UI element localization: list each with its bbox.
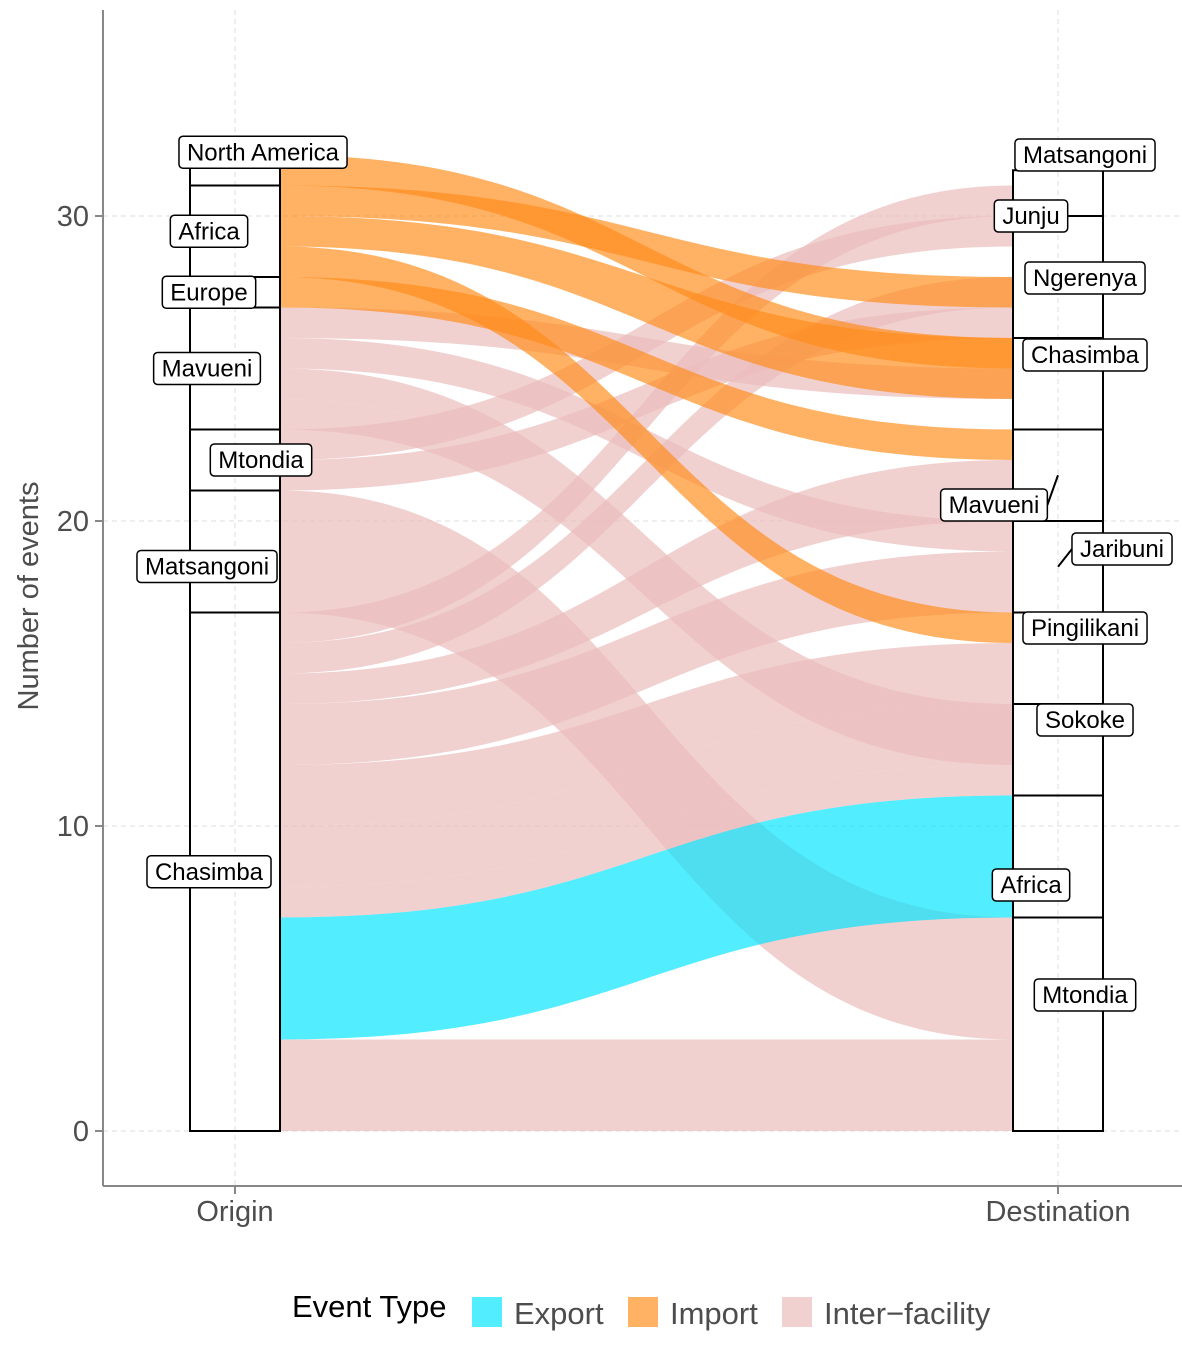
flow-inter-facility	[280, 368, 1013, 735]
flow-import	[280, 277, 1013, 460]
destination-stratum-label-box	[1022, 611, 1148, 645]
legend-label-export: Export	[514, 1296, 604, 1331]
flow-inter-facility	[280, 765, 1013, 918]
destination-stratum-label-box	[1033, 978, 1137, 1012]
destination-stratum-label: Pingilikani	[1022, 611, 1148, 645]
flow-inter-facility	[280, 551, 1013, 765]
destination-stratum-label-box	[1024, 261, 1146, 295]
origin-stratum-label: North America	[178, 135, 348, 169]
flow-inter-facility	[280, 277, 1013, 674]
origin-stratum-label: Africa	[169, 214, 249, 248]
destination-stratum-label: Jaribuni	[1057, 532, 1173, 568]
destination-stratum-label-text: Sokoke	[1045, 707, 1125, 734]
legend-label-import: Import	[670, 1296, 758, 1331]
grid-layer	[103, 10, 1182, 1186]
origin-stratum-label-text: Matsangoni	[145, 554, 269, 581]
origin-stratum-label-text: Africa	[178, 218, 240, 245]
axis-layer: Number of events 0 10 20 30 Origin Destinatio…	[13, 10, 1182, 1228]
flow-import	[280, 246, 1013, 643]
origin-stratum-label-box	[161, 275, 257, 309]
destination-label-leader	[1057, 548, 1073, 568]
destination-stratum-label-box	[1071, 532, 1173, 566]
destination-stratum-label-text: Junju	[1002, 203, 1059, 230]
destination-stratum-label: Africa	[991, 868, 1071, 902]
y-tick-label: 30	[57, 201, 89, 233]
destination-stratum-label: Sokoke	[1036, 703, 1134, 737]
destination-stratum-label-text: Ngerenya	[1033, 265, 1138, 292]
flow-inter-facility	[280, 399, 1013, 765]
origin-stratum-label: Europe	[161, 275, 257, 309]
destination-stratum-label: Mavueni	[939, 474, 1059, 522]
label-layer: Chasimba Matsangoni Mtondia Mavueni Europe Af…	[136, 135, 1173, 1012]
origin-stratum-label: Chasimba	[146, 855, 272, 889]
origin-stratum-label: Mtondia	[209, 443, 313, 477]
destination-stratum-label: Chasimba	[1022, 338, 1148, 372]
destination-stratum-label: Mtondia	[1033, 978, 1137, 1012]
destination-stratum-label-text: Mtondia	[1042, 982, 1128, 1009]
origin-stratum-label-box	[169, 214, 249, 248]
y-axis-title: Number of events	[13, 482, 45, 711]
destination-stratum-label-text: Mavueni	[949, 492, 1040, 519]
flow-import	[280, 216, 1013, 399]
destination-stratum-label-text: Pingilikani	[1031, 615, 1139, 642]
origin-stratum-label-box	[136, 549, 278, 584]
origin-stratum-label-box	[178, 135, 348, 169]
legend-label-inter-facility: Inter−facility	[824, 1296, 991, 1331]
destination-stratum-label-box	[1036, 703, 1134, 737]
origin-stratum-label: Mavueni	[152, 351, 262, 386]
x-tick-label: Destination	[985, 1196, 1130, 1228]
destination-stratum-label-box	[1014, 138, 1156, 172]
flow-export	[280, 795, 1013, 1040]
destination-stratum-label-text: Matsangoni	[1023, 142, 1147, 169]
legend: Event Type Export Import Inter−facility	[292, 1289, 991, 1331]
origin-stratum-label-text: Mtondia	[218, 447, 304, 474]
y-tick-label: 0	[73, 1116, 89, 1148]
destination-stratum-label-box	[1022, 338, 1148, 372]
origin-stratum-label: Matsangoni	[136, 549, 278, 584]
destination-label-leader	[1046, 474, 1059, 506]
x-tick-label: Origin	[196, 1196, 273, 1228]
legend-swatch-inter-facility	[782, 1297, 812, 1327]
flow-layer	[280, 155, 1013, 1131]
legend-swatch-export	[472, 1297, 502, 1327]
destination-stratum-label-box	[991, 868, 1071, 902]
y-tick-label: 10	[57, 811, 89, 843]
destination-stratum-label: Matsangoni	[1014, 138, 1156, 172]
destination-stratum-label-text: Africa	[1000, 872, 1062, 899]
destination-stratum-label-text: Chasimba	[1031, 342, 1140, 369]
legend-swatch-import	[628, 1297, 658, 1327]
origin-stratum-label-box	[209, 443, 313, 477]
origin-stratum-label-text: Europe	[170, 279, 247, 306]
flow-import	[280, 155, 1013, 369]
destination-stratum-label-box	[993, 199, 1069, 233]
origin-stratum-label-text: Chasimba	[155, 859, 264, 886]
destination-stratum-label-text: Jaribuni	[1080, 536, 1164, 563]
origin-stratum-label-box	[146, 855, 272, 889]
flow-inter-facility	[280, 1039, 1013, 1131]
origin-stratum-label-text: North America	[187, 139, 340, 166]
legend-title: Event Type	[292, 1289, 447, 1324]
origin-stratum-label-text: Mavueni	[162, 356, 253, 383]
y-tick-label: 20	[57, 506, 89, 538]
destination-stratum-label: Ngerenya	[1024, 261, 1146, 295]
destination-stratum-label-box	[939, 488, 1049, 522]
origin-stratum-label-box	[152, 351, 262, 386]
destination-stratum-label: Junju	[993, 199, 1069, 233]
